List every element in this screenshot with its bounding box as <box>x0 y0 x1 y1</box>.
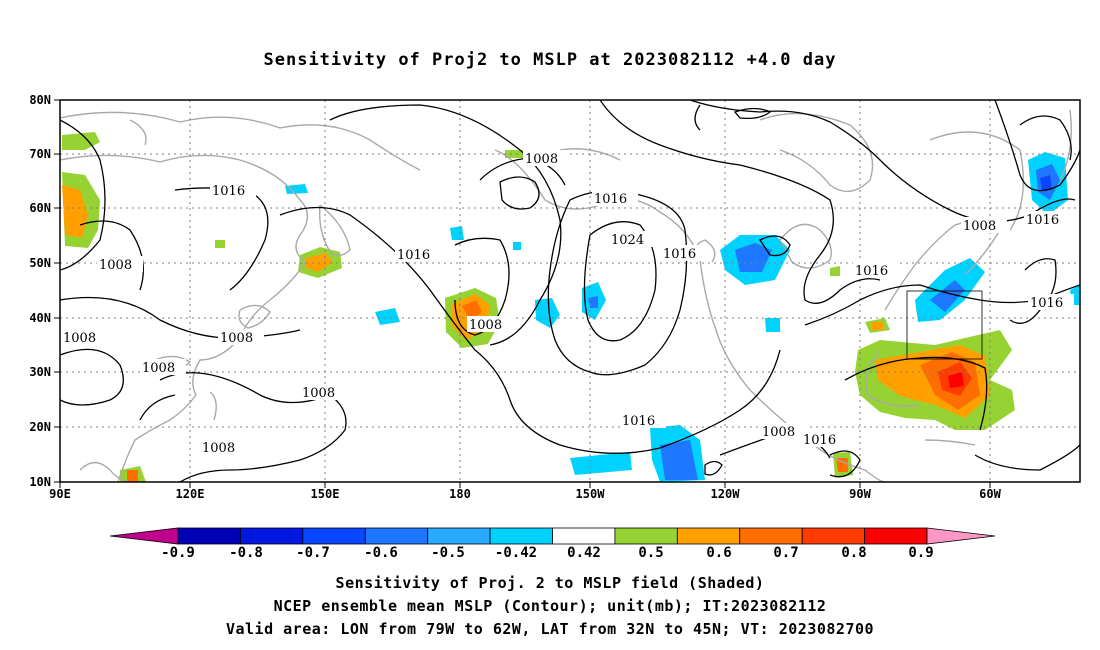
contour-label: 1016 <box>803 433 836 448</box>
contour-label: 1024 <box>611 233 644 248</box>
contour-label: 1016 <box>663 247 696 262</box>
lat-label: 60N <box>29 201 51 215</box>
contour-label: 1008 <box>469 318 502 333</box>
colorbar-labels: -0.9 -0.8 -0.7 -0.6 -0.5 -0.42 0.42 0.5 … <box>161 545 934 561</box>
contour-label: 1008 <box>99 258 132 273</box>
colorbar-label: 0.5 <box>638 545 663 561</box>
lon-label: 150E <box>311 487 340 501</box>
contour-label: 1016 <box>622 414 655 429</box>
caption-line-3: Valid area: LON from 79W to 62W, LAT fro… <box>225 620 875 638</box>
contour-label: 1008 <box>202 441 235 456</box>
colorbar-label: 0.9 <box>908 545 933 561</box>
lon-label: 60W <box>979 487 1001 501</box>
colorbar-label: 0.8 <box>841 545 866 561</box>
chart-title: Sensitivity of Proj2 to MSLP at 20230821… <box>263 50 837 70</box>
lat-labels: 10N 20N 30N 40N 50N 60N 70N 80N <box>29 93 51 489</box>
caption-line-1: Sensitivity of Proj. 2 to MSLP field (Sh… <box>335 574 765 592</box>
lat-label: 10N <box>29 475 51 489</box>
colorbar-swatch <box>364 527 429 545</box>
colorbar-swatch <box>739 527 803 545</box>
contour-label: 1008 <box>220 331 253 346</box>
lon-label: 120E <box>176 487 205 501</box>
contour-label: 1016 <box>1030 296 1063 311</box>
colorbar-swatch <box>614 527 678 545</box>
lat-label: 30N <box>29 365 51 379</box>
colorbar-label: 0.6 <box>706 545 731 561</box>
colorbar-swatch <box>489 527 553 545</box>
lat-lon-grid <box>60 100 1080 482</box>
colorbar <box>109 527 996 545</box>
colorbar-label: -0.42 <box>495 545 537 561</box>
contour-label: 1016 <box>397 248 430 263</box>
colorbar-min-arrow <box>109 527 179 545</box>
colorbar-swatch <box>302 527 366 545</box>
contour-label: 1016 <box>594 192 627 207</box>
lat-label: 20N <box>29 420 51 434</box>
lat-label: 40N <box>29 311 51 325</box>
colorbar-swatch <box>427 527 491 545</box>
lon-label: 150W <box>576 487 606 501</box>
contour-label: 1008 <box>302 386 335 401</box>
colorbar-label: -0.5 <box>431 545 465 561</box>
lat-label: 50N <box>29 256 51 270</box>
lon-label: 180 <box>449 487 471 501</box>
lat-label: 70N <box>29 147 51 161</box>
map-frame <box>59 99 1081 483</box>
lon-label: 90E <box>49 487 71 501</box>
colorbar-swatch <box>864 527 928 545</box>
contour-label: 1016 <box>1026 213 1059 228</box>
lon-labels: 90E 120E 150E 180 150W 120W 90W 60W <box>49 487 1001 501</box>
coastlines <box>60 109 1072 482</box>
colorbar-label: -0.7 <box>296 545 330 561</box>
contour-label: 1016 <box>855 264 888 279</box>
sensitivity-shading <box>62 132 1080 482</box>
lat-label: 80N <box>29 93 51 107</box>
contour-label: 1008 <box>63 331 96 346</box>
colorbar-label: -0.8 <box>229 545 263 561</box>
colorbar-label: -0.9 <box>161 545 195 561</box>
colorbar-label: 0.7 <box>773 545 798 561</box>
contour-label: 1008 <box>762 425 795 440</box>
contour-label: 1008 <box>963 219 996 234</box>
contour-label: 1008 <box>525 152 558 167</box>
colorbar-swatch <box>552 527 616 545</box>
contour-labels: 1016 1008 1008 1008 1008 1008 1008 1008 … <box>62 150 1074 456</box>
lon-label: 120W <box>711 487 741 501</box>
colorbar-label: 0.42 <box>567 545 601 561</box>
contour-label: 1016 <box>212 184 245 199</box>
valid-area-box <box>906 290 983 360</box>
lon-label: 90W <box>849 487 871 501</box>
axis-ticks <box>54 99 991 488</box>
colorbar-swatch <box>676 527 741 545</box>
contour-label: 1008 <box>142 361 175 376</box>
colorbar-swatch <box>240 527 304 545</box>
colorbar-max-arrow <box>926 527 996 545</box>
colorbar-swatch <box>177 527 241 545</box>
colorbar-label: -0.6 <box>364 545 398 561</box>
colorbar-swatch <box>801 527 865 545</box>
caption-line-2: NCEP ensemble mean MSLP (Contour); unit(… <box>273 597 827 615</box>
